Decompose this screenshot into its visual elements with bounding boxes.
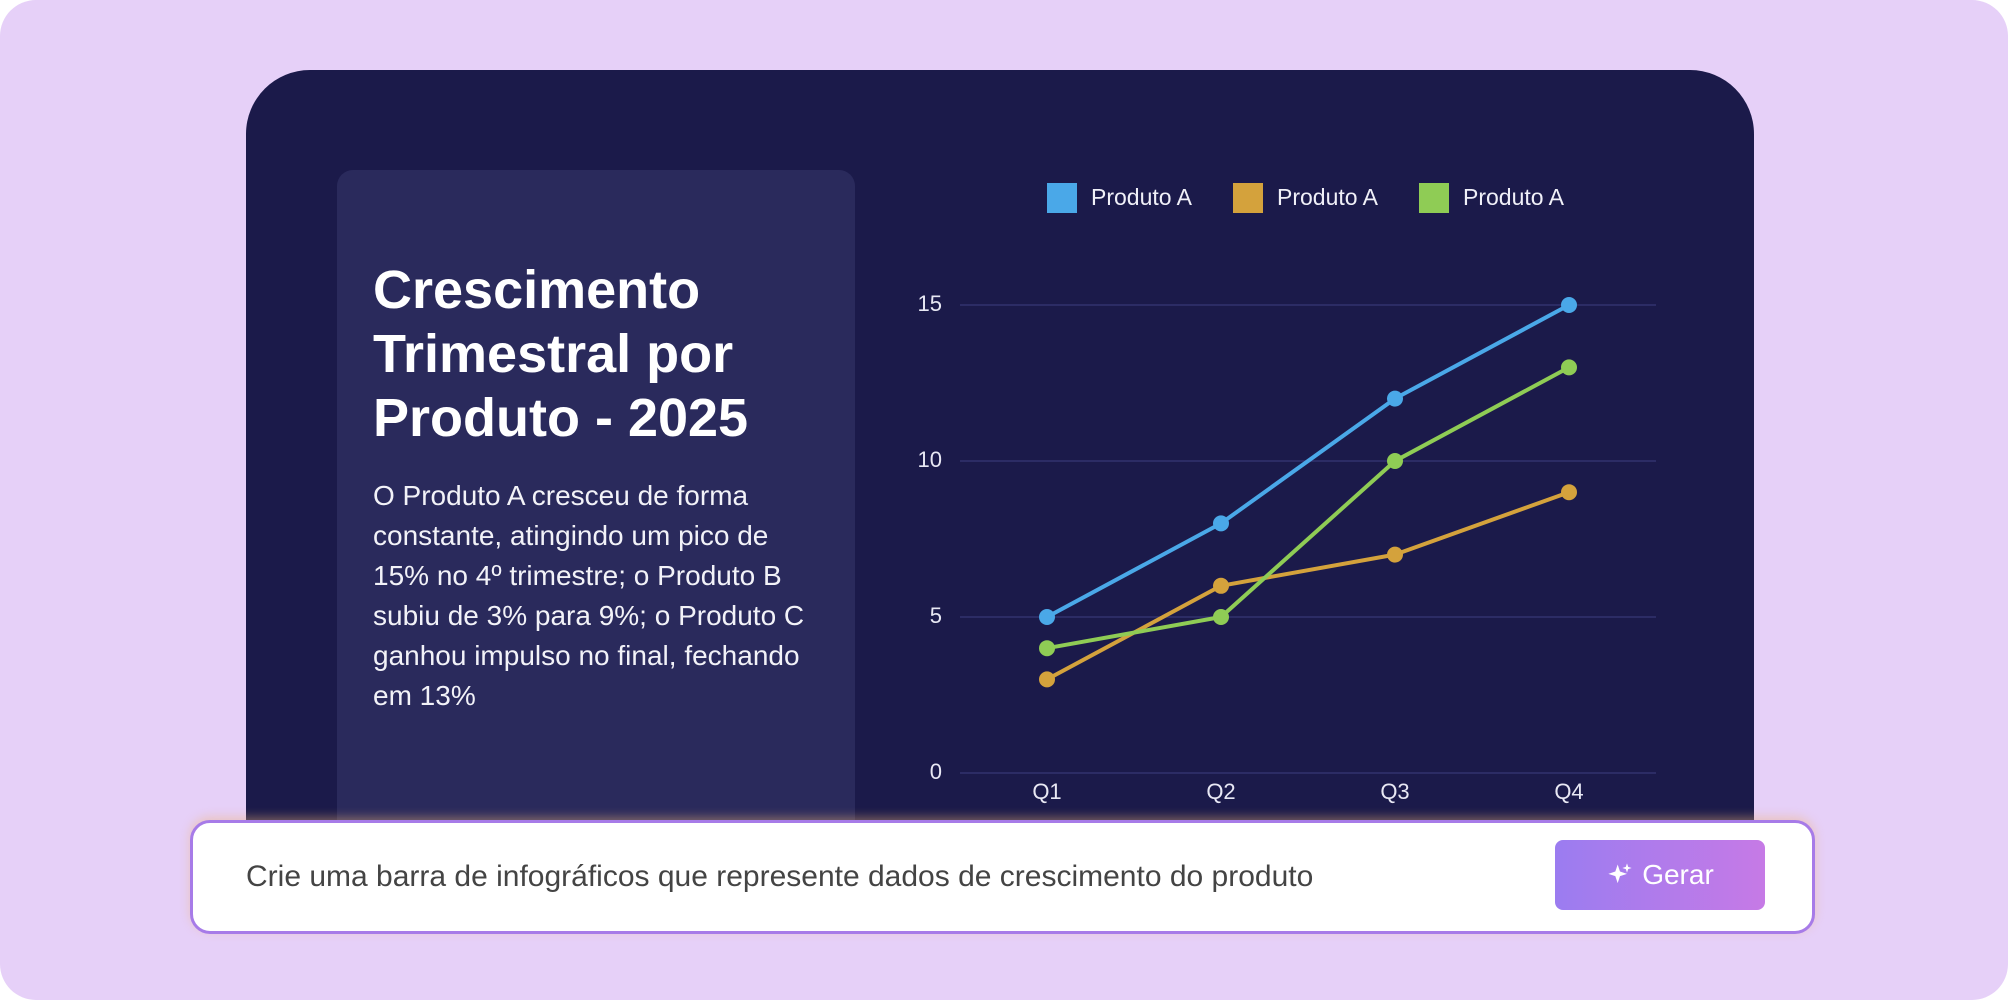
legend-swatch: [1047, 183, 1077, 213]
x-tick-label: Q3: [1380, 779, 1409, 804]
data-point: [1039, 609, 1055, 625]
data-point: [1039, 671, 1055, 688]
prompt-bar[interactable]: Crie uma barra de infográficos que repre…: [190, 820, 1815, 934]
data-line: [1046, 365, 1570, 651]
y-tick-label: 10: [918, 447, 942, 472]
x-tick-label: Q4: [1554, 779, 1583, 804]
data-point: [1213, 515, 1229, 532]
data-point: [1561, 359, 1577, 376]
button-label[interactable]: Gerar: [1642, 859, 1714, 890]
text-panel: [337, 170, 855, 850]
data-point: [1213, 609, 1229, 625]
y-tick-label: 0: [930, 759, 942, 784]
sparkle-icon: [1608, 863, 1632, 884]
data-point: [1387, 453, 1403, 469]
legend-swatch: [1419, 183, 1449, 213]
legend-label: Produto A: [1277, 184, 1379, 210]
x-tick-label: Q2: [1206, 779, 1235, 804]
x-tick-label: Q1: [1032, 779, 1061, 804]
chart-description: O Produto A cresceu de forma constante, …: [373, 480, 805, 711]
data-point: [1561, 297, 1577, 313]
generate-button[interactable]: Gerar: [1555, 840, 1765, 910]
legend-label: Produto A: [1091, 184, 1193, 210]
y-tick-label: 5: [930, 603, 942, 628]
data-point: [1039, 640, 1055, 657]
prompt-text[interactable]: Crie uma barra de infográficos que repre…: [246, 860, 1314, 893]
data-point: [1387, 390, 1403, 407]
legend-swatch: [1233, 183, 1263, 213]
chart-title: Crescimento Trimestral por Produto - 202…: [373, 260, 749, 448]
legend-label: Produto A: [1463, 184, 1565, 210]
data-point: [1561, 484, 1577, 501]
data-point: [1387, 546, 1403, 563]
data-line: [1046, 490, 1570, 682]
data-point: [1213, 577, 1229, 594]
data-line: [1046, 303, 1570, 619]
y-tick-label: 15: [918, 291, 942, 316]
